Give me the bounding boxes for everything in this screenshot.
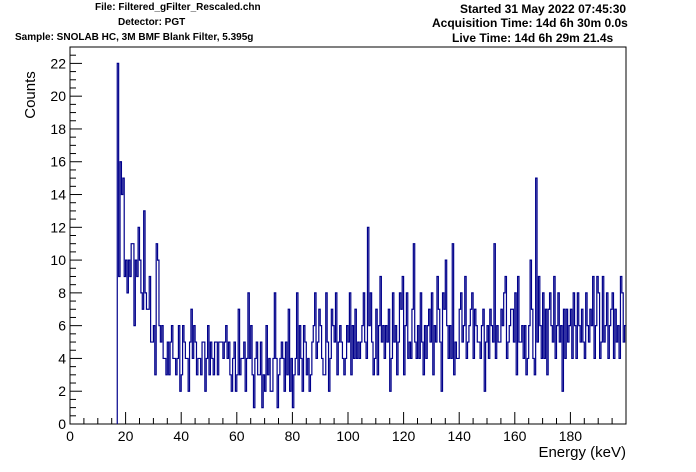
- acquisition-time-label: Acquisition Time: 14d 6h 30m 0.0s: [432, 16, 628, 30]
- y-tick-label: 18: [50, 121, 66, 137]
- sample-label: Sample: SNOLAB HC, 3M BMF Blank Filter, …: [15, 32, 254, 43]
- file-label: File: Filtered_gFilter_Rescaled.chn: [95, 2, 261, 13]
- axis-ticks: [69, 46, 627, 425]
- x-tick-label: 40: [173, 428, 189, 444]
- y-tick-label: 4: [58, 350, 66, 366]
- x-tick-label: 20: [118, 428, 134, 444]
- x-tick-label: 120: [392, 428, 416, 444]
- x-tick-label: 60: [229, 428, 245, 444]
- x-tick-label: 160: [503, 428, 527, 444]
- y-tick-label: 0: [58, 416, 66, 432]
- y-tick-label: 2: [58, 383, 66, 399]
- x-tick-label: 100: [336, 428, 360, 444]
- axis-tick-labels: 0 20 40 60 80 100 120 140 160 180 0 2 4 6 8 10 12 14 16 18 2…: [50, 55, 582, 444]
- y-tick-label: 16: [50, 154, 66, 170]
- y-axis-title: Counts: [22, 71, 39, 119]
- y-tick-label: 8: [58, 285, 66, 301]
- plot-frame: [69, 46, 627, 425]
- y-tick-label: 10: [50, 252, 66, 268]
- y-tick-label: 12: [50, 219, 66, 235]
- x-tick-label: 140: [448, 428, 472, 444]
- x-tick-label: 180: [559, 428, 583, 444]
- detector-label: Detector: PGT: [118, 17, 186, 28]
- spectrum-histogram-line: [116, 62, 626, 424]
- x-tick-label: 80: [285, 428, 301, 444]
- x-tick-label: 0: [66, 428, 74, 444]
- live-time-label: Live Time: 14d 6h 29m 21.4s: [452, 31, 614, 45]
- y-tick-label: 14: [50, 187, 66, 203]
- y-tick-label: 22: [50, 55, 66, 71]
- x-axis-title: Energy (keV): [538, 444, 626, 461]
- y-tick-label: 20: [50, 88, 66, 104]
- y-tick-label: 6: [58, 318, 66, 334]
- started-label: Started 31 May 2022 07:45:30: [460, 2, 627, 16]
